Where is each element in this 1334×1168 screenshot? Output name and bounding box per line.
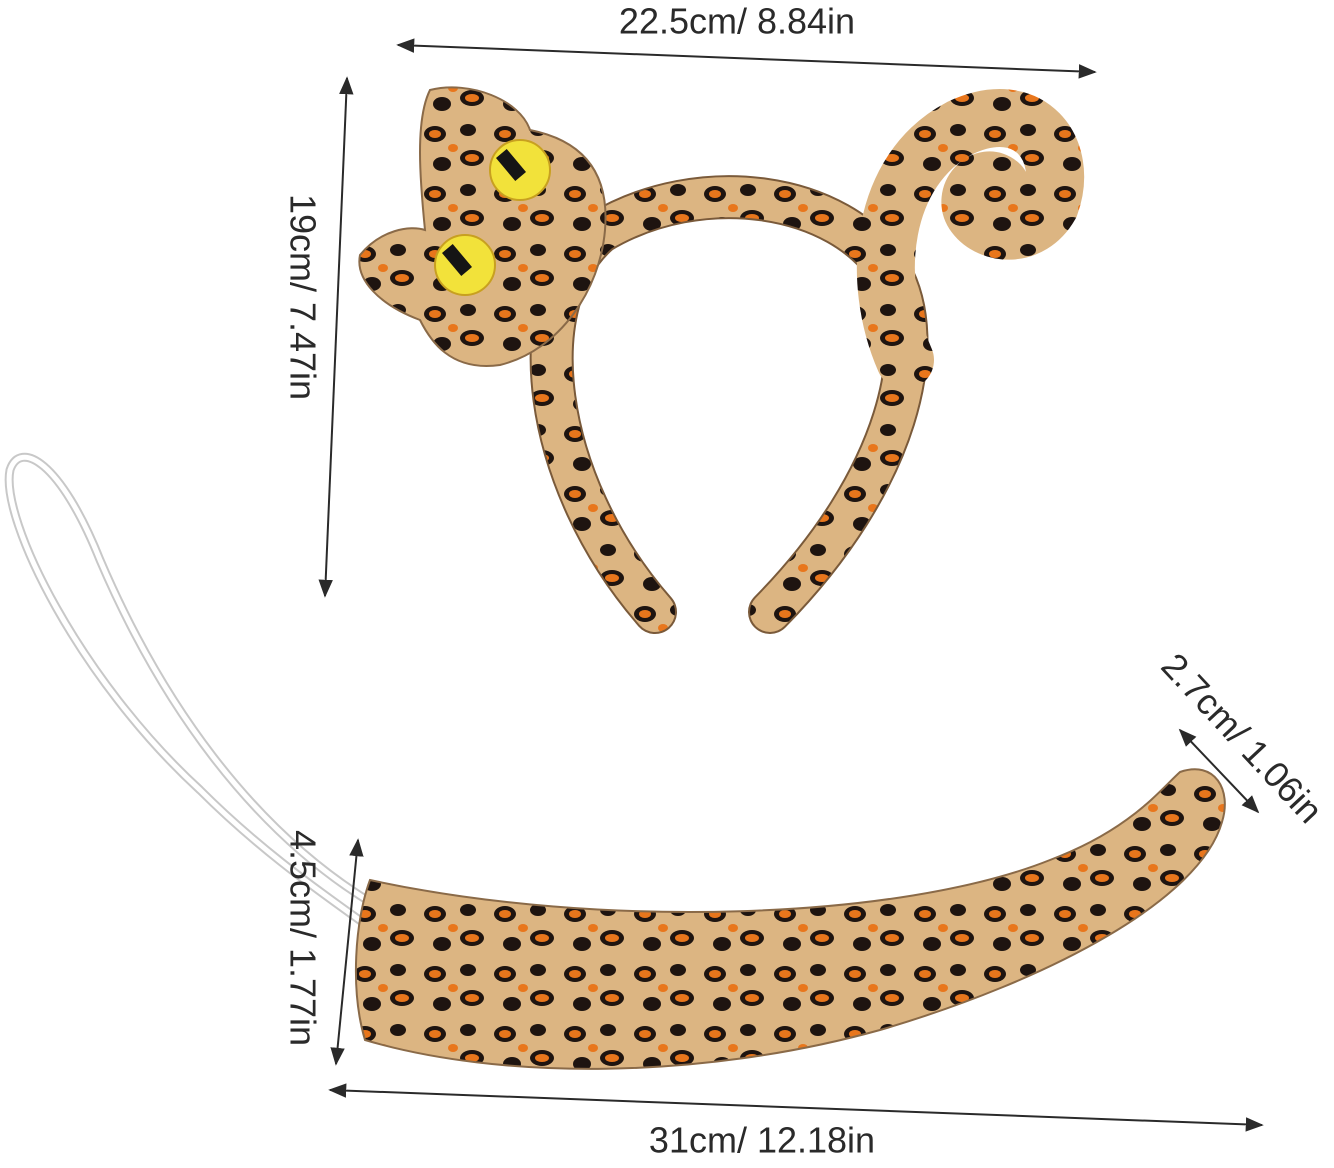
dimension-label: 22.5cm/ 8.84in <box>619 1 855 42</box>
dimension-arrow <box>318 76 354 598</box>
dimension-label: 19cm/ 7.47in <box>282 194 323 400</box>
headband <box>358 86 1085 634</box>
elastic-strap <box>4 452 383 939</box>
dimension-arrow <box>328 1083 1264 1132</box>
dimension-arrow <box>1178 728 1260 814</box>
dimension-label: 31cm/ 12.18in <box>649 1120 875 1161</box>
dimension-arrow <box>396 38 1097 79</box>
tail <box>354 768 1226 1070</box>
dimension-arrow <box>330 838 364 1066</box>
dimension-label: 4.5cm/ 1.77in <box>282 830 323 1046</box>
